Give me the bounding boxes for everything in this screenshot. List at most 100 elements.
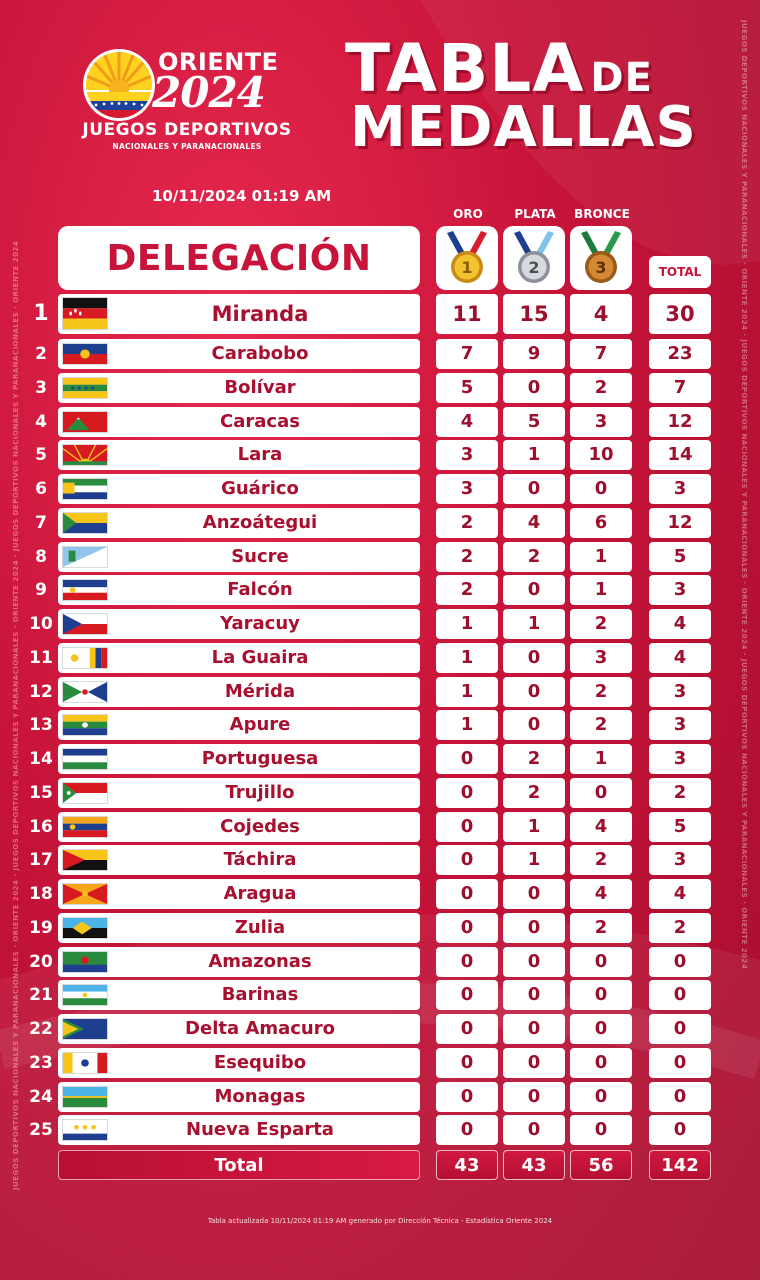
rank-number: 17 bbox=[29, 850, 53, 871]
silver-count: 5 bbox=[503, 406, 565, 437]
total-count: 14 bbox=[649, 440, 711, 471]
gold-count: 0 bbox=[436, 777, 498, 808]
table-row: 1 Miranda 11 15 4 30 bbox=[0, 294, 760, 334]
bronze-medal-icon: 3 bbox=[581, 231, 621, 283]
bronze-count: 4 bbox=[570, 879, 632, 909]
delegation-name: Delta Amacuro bbox=[185, 1018, 335, 1039]
bronze-count: 10 bbox=[570, 440, 632, 471]
bronze-count: 0 bbox=[570, 777, 632, 808]
total-count: 3 bbox=[649, 575, 711, 606]
totals-label-cell: Total bbox=[58, 1150, 420, 1180]
footer-note: Tabla actualizada 10/11/2024 01:19 AM ge… bbox=[207, 1217, 553, 1225]
delegation-cell: Esequibo bbox=[58, 1047, 420, 1078]
rank-number: 11 bbox=[29, 647, 53, 668]
delegation-cell: Delta Amacuro bbox=[58, 1014, 420, 1044]
barinas-flag-icon bbox=[62, 984, 108, 1007]
table-row: 21 Barinas 0 0 0 0 bbox=[0, 980, 760, 1011]
delta-flag-icon bbox=[62, 1018, 108, 1040]
silver-count: 15 bbox=[503, 294, 565, 334]
gold-count: 0 bbox=[436, 1047, 498, 1078]
silver-count: 0 bbox=[503, 879, 565, 909]
totals-silver: 43 bbox=[503, 1150, 565, 1180]
bronze-count: 4 bbox=[570, 811, 632, 842]
table-row: 3 Bolívar 5 0 2 7 bbox=[0, 372, 760, 403]
total-count: 3 bbox=[649, 474, 711, 504]
delegation-name: Anzoátegui bbox=[202, 511, 318, 533]
table-row: 19 Zulia 0 0 2 2 bbox=[0, 912, 760, 943]
page-title-line2: MEDALLAS bbox=[350, 95, 697, 160]
silver-count: 0 bbox=[503, 1115, 565, 1146]
table-row: 7 Anzoátegui 2 4 6 12 bbox=[0, 507, 760, 538]
total-count: 3 bbox=[649, 744, 711, 774]
bronze-count: 2 bbox=[570, 710, 632, 741]
sun-logo-icon bbox=[83, 49, 155, 121]
gold-count: 0 bbox=[436, 1014, 498, 1044]
guarico-flag-icon bbox=[62, 478, 108, 500]
rank-number: 9 bbox=[35, 580, 47, 601]
gold-count: 2 bbox=[436, 507, 498, 538]
silver-count: 0 bbox=[503, 1081, 565, 1112]
gold-count: 4 bbox=[436, 406, 498, 437]
delegation-name: Táchira bbox=[223, 849, 297, 871]
delegation-cell: Cojedes bbox=[58, 811, 420, 842]
total-count: 30 bbox=[649, 294, 711, 334]
gold-count: 0 bbox=[436, 845, 498, 876]
delegation-cell: Táchira bbox=[58, 845, 420, 876]
event-logo: ORIENTE 2024 JUEGOS DEPORTIVOS NACIONALE… bbox=[80, 44, 300, 154]
rank-number: 8 bbox=[35, 546, 47, 567]
bronze-count: 3 bbox=[570, 642, 632, 673]
total-count: 3 bbox=[649, 676, 711, 707]
total-count: 0 bbox=[649, 1081, 711, 1112]
totals-label: Total bbox=[214, 1155, 264, 1176]
gold-count: 0 bbox=[436, 744, 498, 774]
gold-count: 1 bbox=[436, 676, 498, 707]
delegation-cell: Mérida bbox=[58, 676, 420, 707]
table-row: 8 Sucre 2 2 1 5 bbox=[0, 541, 760, 572]
rank-number: 12 bbox=[29, 681, 53, 702]
title-tabla: TABLA bbox=[345, 30, 585, 107]
delegation-cell: Miranda bbox=[58, 294, 420, 334]
silver-count: 4 bbox=[503, 507, 565, 538]
aragua-flag-icon bbox=[62, 883, 108, 905]
gold-medal-box: 1 bbox=[436, 226, 498, 290]
table-row: 14 Portuguesa 0 2 1 3 bbox=[0, 744, 760, 774]
bronze-count: 4 bbox=[570, 294, 632, 334]
total-count: 2 bbox=[649, 912, 711, 943]
gold-count: 0 bbox=[436, 1115, 498, 1146]
delegation-cell: Nueva Esparta bbox=[58, 1115, 420, 1146]
table-row: 25 Nueva Esparta 0 0 0 0 bbox=[0, 1115, 760, 1146]
bronze-count: 0 bbox=[570, 980, 632, 1011]
delegation-name: Mérida bbox=[224, 680, 296, 702]
table-row: 2 Carabobo 7 9 7 23 bbox=[0, 339, 760, 369]
delegation-cell: Aragua bbox=[58, 879, 420, 909]
table-row: 22 Delta Amacuro 0 0 0 0 bbox=[0, 1014, 760, 1044]
table-row: 16 Cojedes 0 1 4 5 bbox=[0, 811, 760, 842]
table-row: 6 Guárico 3 0 0 3 bbox=[0, 474, 760, 504]
delegation-name: Nueva Esparta bbox=[186, 1119, 334, 1141]
bronze-medal-box: 3 bbox=[570, 226, 632, 290]
gold-count: 2 bbox=[436, 575, 498, 606]
portuguesa-flag-icon bbox=[62, 748, 108, 770]
silver-count: 0 bbox=[503, 946, 565, 977]
carabobo-flag-icon bbox=[62, 343, 108, 365]
table-row: 18 Aragua 0 0 4 4 bbox=[0, 879, 760, 909]
total-count: 23 bbox=[649, 339, 711, 369]
delegation-name: Apure bbox=[229, 714, 291, 736]
rank-number: 20 bbox=[29, 951, 53, 972]
delegation-name: Barinas bbox=[221, 984, 299, 1006]
nuevaesparta-flag-icon bbox=[62, 1119, 108, 1142]
caracas-flag-icon bbox=[62, 410, 108, 433]
delegation-cell: Guárico bbox=[58, 474, 420, 504]
column-header-total-label: TOTAL bbox=[658, 265, 702, 279]
total-count: 5 bbox=[649, 811, 711, 842]
rank-number: 6 bbox=[35, 479, 47, 499]
total-count: 3 bbox=[649, 845, 711, 876]
silver-count: 2 bbox=[503, 541, 565, 572]
bronze-count: 0 bbox=[570, 1115, 632, 1146]
gold-count: 0 bbox=[436, 980, 498, 1011]
amazonas-flag-icon bbox=[62, 950, 108, 973]
gold-count: 0 bbox=[436, 912, 498, 943]
silver-count: 0 bbox=[503, 676, 565, 707]
silver-count: 0 bbox=[503, 642, 565, 673]
silver-count: 0 bbox=[503, 372, 565, 403]
